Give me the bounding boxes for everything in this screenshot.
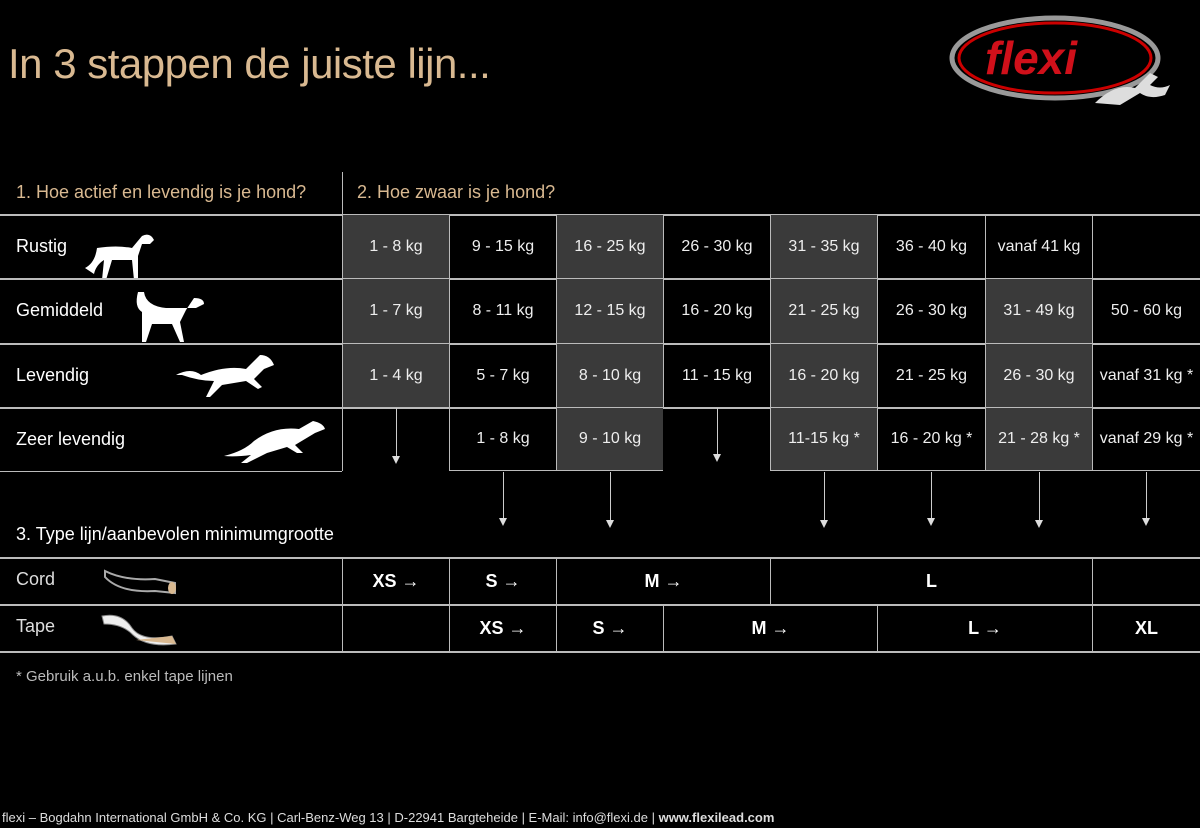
- activity-label: Zeer levendig: [16, 429, 126, 449]
- footer-address: flexi – Bogdahn International GmbH & Co.…: [2, 810, 659, 825]
- weight-cell: [1092, 215, 1200, 278]
- weight-cell: 1 - 7 kg: [342, 279, 449, 343]
- weight-cell: 26 - 30 kg: [985, 344, 1092, 407]
- weight-cell: 26 - 30 kg: [663, 215, 770, 278]
- weight-cell: 31 - 35 kg: [770, 215, 877, 278]
- weight-cell: 21 - 28 kg *: [985, 408, 1092, 471]
- cord-size-cell: XS →: [342, 559, 449, 604]
- weight-cell: 1 - 8 kg: [449, 408, 556, 471]
- weight-cell: 21 - 25 kg: [770, 279, 877, 343]
- down-arrow-icon: [499, 472, 507, 526]
- tape-icon: [100, 610, 180, 646]
- tape-size-cell: S →: [556, 606, 663, 651]
- step1-heading: 1. Hoe actief en levendig is je hond?: [16, 182, 307, 202]
- tape-size-cell: M →: [663, 606, 877, 651]
- step2-heading: 2. Hoe zwaar is je hond?: [357, 182, 556, 202]
- down-arrow-icon: [820, 472, 828, 528]
- weight-cell: vanaf 41 kg: [985, 215, 1092, 278]
- weight-cell: 11-15 kg *: [770, 408, 877, 471]
- weight-cell: vanaf 31 kg *: [1092, 344, 1200, 407]
- activity-label: Gemiddeld: [16, 300, 104, 320]
- tape-size-cell: L →: [877, 606, 1092, 651]
- standing-dog-icon: [80, 218, 190, 280]
- down-arrow-icon: [606, 472, 614, 528]
- weight-cell: 16 - 20 kg: [663, 279, 770, 343]
- walking-dog-icon: [128, 282, 238, 342]
- weight-cell: 16 - 25 kg: [556, 215, 663, 278]
- weight-cell: 1 - 4 kg: [342, 344, 449, 407]
- footnote: * Gebruik a.u.b. enkel tape lijnen: [16, 668, 233, 685]
- cord-size-cell: [1092, 559, 1200, 604]
- weight-cell: 11 - 15 kg: [663, 344, 770, 407]
- weight-cell: 8 - 10 kg: [556, 344, 663, 407]
- footer: flexi – Bogdahn International GmbH & Co.…: [2, 810, 774, 825]
- tape-label: Tape: [16, 616, 56, 636]
- cord-size-cell: L: [770, 559, 1092, 604]
- flexi-logo: flexi: [945, 8, 1185, 118]
- cord-size-cell: S →: [449, 559, 556, 604]
- down-arrow-icon: [927, 472, 935, 526]
- weight-cell: 50 - 60 kg: [1092, 279, 1200, 343]
- tape-size-cell: XL: [1092, 606, 1200, 651]
- step3-heading: 3. Type lijn/aanbevolen minimumgrootte: [16, 524, 334, 544]
- weight-cell: 21 - 25 kg: [877, 344, 985, 407]
- weight-cell: 31 - 49 kg: [985, 279, 1092, 343]
- running-dog-icon: [176, 347, 286, 407]
- weight-cell: 16 - 20 kg *: [877, 408, 985, 471]
- weight-cell: 9 - 10 kg: [556, 408, 663, 471]
- cord-size-cell: M →: [556, 559, 770, 604]
- svg-text:flexi: flexi: [985, 32, 1078, 84]
- weight-cell: 5 - 7 kg: [449, 344, 556, 407]
- weight-cell: vanaf 29 kg *: [1092, 408, 1200, 471]
- tape-size-cell: [342, 606, 449, 651]
- down-arrow-icon: [1035, 472, 1043, 528]
- down-arrow-icon: [1142, 472, 1150, 526]
- weight-cell: 8 - 11 kg: [449, 279, 556, 343]
- weight-cell: 1 - 8 kg: [342, 215, 449, 278]
- down-arrow-icon: [713, 408, 721, 462]
- weight-cell: 9 - 15 kg: [449, 215, 556, 278]
- weight-cell: 16 - 20 kg: [770, 344, 877, 407]
- activity-label: Levendig: [16, 365, 90, 385]
- sprinting-dog-icon: [224, 411, 334, 471]
- tape-size-cell: XS →: [449, 606, 556, 651]
- activity-label: Rustig: [16, 236, 68, 256]
- weight-cell: 36 - 40 kg: [877, 215, 985, 278]
- website-link[interactable]: www.flexilead.com: [658, 810, 775, 825]
- cord-icon: [100, 563, 180, 599]
- weight-cell: 26 - 30 kg: [877, 279, 985, 343]
- weight-cell: 12 - 15 kg: [556, 279, 663, 343]
- cord-label: Cord: [16, 569, 56, 589]
- page-title: In 3 stappen de juiste lijn...: [8, 40, 491, 87]
- down-arrow-icon: [392, 408, 400, 464]
